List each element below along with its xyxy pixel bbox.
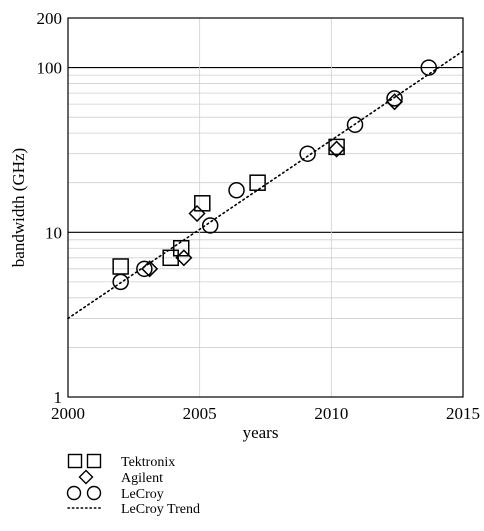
agilent-data-point — [141, 260, 159, 278]
agilent-data-point — [188, 204, 206, 223]
y-axis-label: bandwidth (GHz) — [9, 148, 28, 267]
lecroy-data-point — [228, 181, 245, 199]
lecroy-data-point — [112, 273, 129, 291]
tick-labels: 2000 2005 2010 2015 1 10 100 200 — [37, 9, 481, 423]
marker-layer — [112, 59, 438, 291]
x-tick-label: 2010 — [314, 404, 348, 423]
legend-square-marker — [86, 453, 102, 469]
y-tick-label: 1 — [54, 388, 63, 407]
lecroy-data-point — [386, 90, 403, 107]
tektronix-data-point — [172, 240, 190, 257]
legend-diamond-marker — [78, 469, 94, 485]
agilent-data-point — [175, 249, 193, 267]
lecroy-data-point — [201, 217, 219, 234]
lecroy-data-point — [346, 116, 364, 133]
tektronix-data-point — [112, 258, 129, 275]
lecroy-data-point — [299, 145, 316, 162]
legend-square-marker — [67, 453, 83, 469]
x-tick-label: 2015 — [446, 404, 480, 423]
tektronix-data-point — [328, 138, 345, 156]
legend-label: LeCroy Trend — [121, 502, 200, 517]
lecroy-data-point — [420, 59, 438, 76]
x-tick-label: 2000 — [51, 404, 85, 423]
y-tick-label: 100 — [37, 59, 63, 78]
lecroy-data-point — [136, 260, 153, 278]
y-tick-label: 10 — [45, 223, 62, 242]
tektronix-data-point — [194, 195, 211, 212]
plot-frame — [67, 17, 464, 398]
legend-label: Tektronix — [121, 455, 175, 470]
legend-label: LeCroy — [121, 487, 164, 502]
grid — [68, 18, 463, 397]
tektronix-data-point — [162, 249, 179, 267]
legend-circle-marker — [66, 485, 82, 501]
y-tick-label: 200 — [37, 9, 63, 28]
tektronix-data-point — [249, 174, 266, 191]
legend-label: Agilent — [121, 471, 163, 486]
x-tick-label: 2005 — [183, 404, 217, 423]
agilent-data-point — [328, 140, 346, 158]
legend-circle-marker — [86, 485, 102, 501]
agilent-data-point — [385, 93, 404, 111]
x-axis-label: years — [243, 423, 279, 442]
